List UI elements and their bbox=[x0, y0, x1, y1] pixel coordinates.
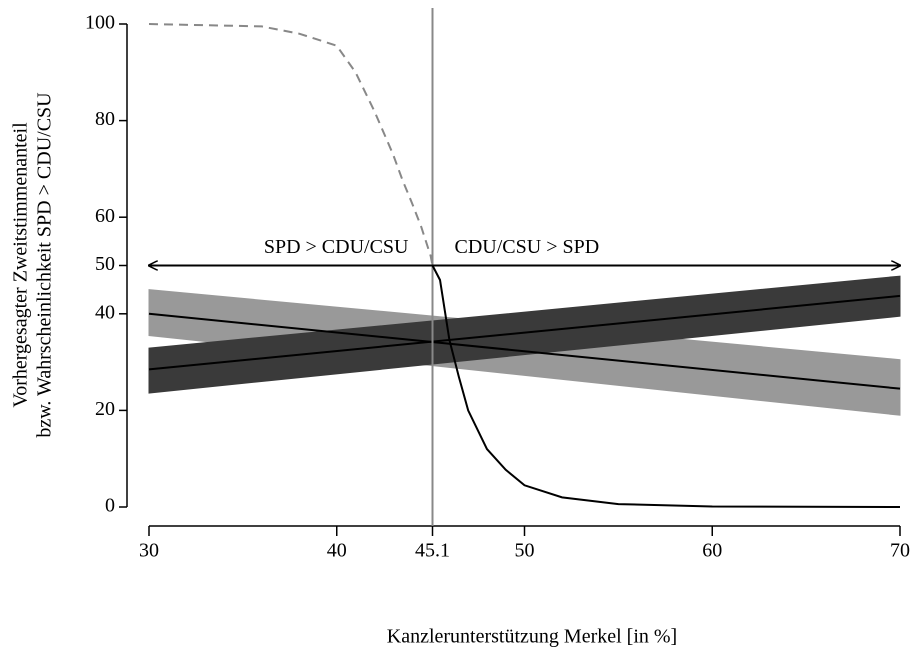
y-tick-label: 50 bbox=[95, 253, 115, 275]
x-tick-label: 60 bbox=[702, 540, 722, 562]
y-tick-label: 80 bbox=[95, 108, 115, 130]
y-tick-label: 100 bbox=[85, 12, 115, 34]
y-tick-label: 60 bbox=[95, 205, 115, 227]
x-tick-label: 30 bbox=[139, 540, 159, 562]
x-tick-label: 40 bbox=[327, 540, 347, 562]
annotation: CDU/CSU > SPD bbox=[455, 236, 600, 258]
y-tick-label: 40 bbox=[95, 301, 115, 323]
x-tick-label: 70 bbox=[890, 540, 910, 562]
x-axis-title: Kanzlerunterstützung Merkel [in %] bbox=[387, 626, 677, 648]
y-axis-title: bzw. Wahrscheinlichkeit SPD > CDU/CSU bbox=[34, 92, 56, 438]
prediction-line bbox=[148, 312, 901, 390]
y-axis-title: Vorhergesagter Zweitstimmenanteil bbox=[10, 122, 32, 408]
x-tick-label: 50 bbox=[515, 540, 535, 562]
y-tick-label: 0 bbox=[105, 495, 115, 517]
annotation: SPD > CDU/CSU bbox=[264, 236, 409, 258]
y-tick-label: 20 bbox=[95, 398, 115, 420]
confidence-band bbox=[148, 275, 901, 394]
prediction-line bbox=[148, 294, 901, 371]
x-tick-label: 45.1 bbox=[415, 540, 450, 562]
probability-line bbox=[148, 23, 434, 266]
probability-line bbox=[431, 265, 901, 508]
